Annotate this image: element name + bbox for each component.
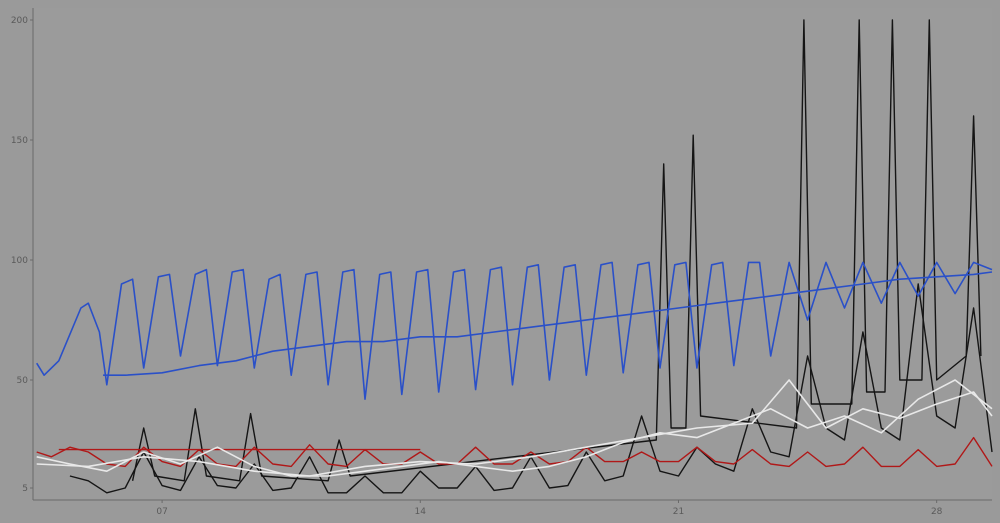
x-tick-label: 21 — [673, 507, 684, 517]
y-tick-label: 200 — [11, 16, 28, 26]
x-tick-label: 28 — [931, 507, 943, 517]
series-line-black-1 — [131, 19, 982, 482]
plot-background — [33, 8, 992, 500]
y-tick-label: 50 — [17, 376, 29, 386]
series-line-blue-2 — [36, 261, 993, 401]
y-tick-label: 150 — [11, 136, 28, 146]
y-tick-label: 100 — [11, 256, 28, 266]
series-line-white-6 — [36, 379, 993, 477]
y-tick-label: 5 — [22, 484, 28, 494]
x-tick-label: 07 — [156, 507, 167, 517]
x-tick-label: 14 — [415, 507, 427, 517]
series-line-blue-3 — [103, 271, 993, 377]
series-line-red-4 — [36, 436, 993, 468]
series-line-white-7 — [36, 379, 993, 477]
tick-layer: 5 50 100 150 200 07 14 21 28 — [11, 16, 943, 517]
series-layer — [36, 19, 993, 494]
axis-layer — [32, 8, 992, 501]
